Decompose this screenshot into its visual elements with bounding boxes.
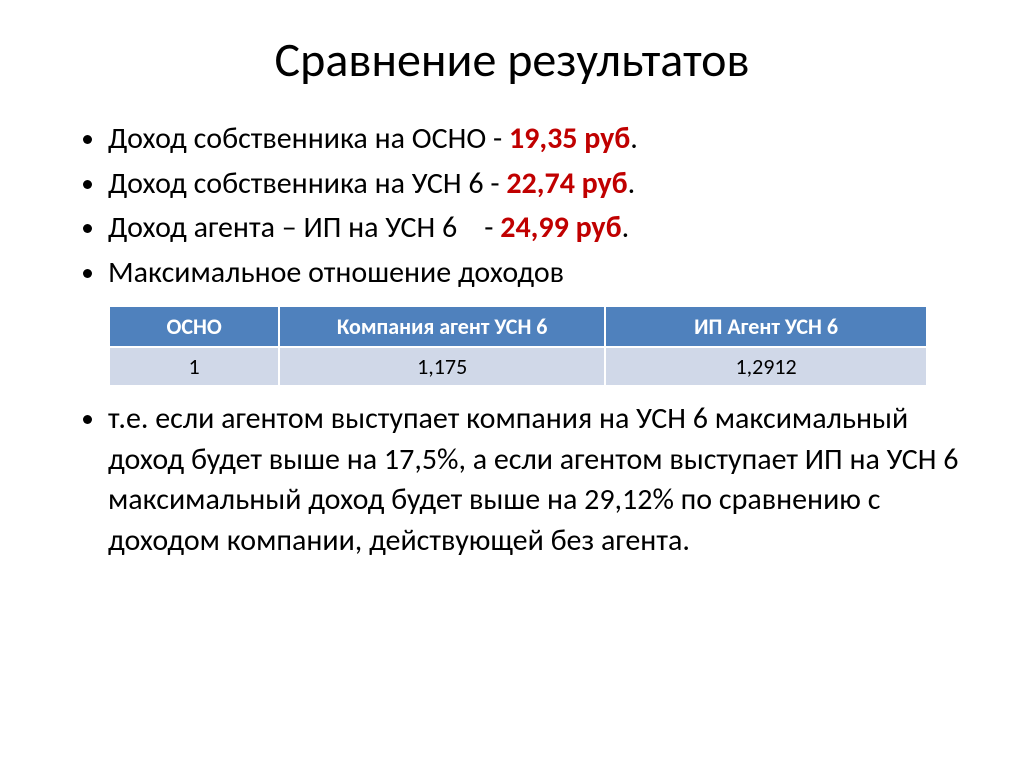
slide-title: Сравнение результатов — [60, 30, 964, 89]
bullet-suffix: . — [630, 120, 638, 157]
table-cell: 1,175 — [279, 347, 605, 386]
comparison-table-wrap: ОСНО Компания агент УСН 6 ИП Агент УСН 6… — [60, 297, 964, 395]
highlight-value: 22,74 руб — [506, 165, 627, 202]
bullet-suffix: . — [628, 165, 636, 202]
bullet-list: Доход собственника на ОСНО - 19,35 руб. … — [60, 119, 964, 293]
bullet-text: Максимальное отношение доходов — [108, 254, 564, 291]
highlight-value: 24,99 руб — [500, 209, 621, 246]
slide: Сравнение результатов Доход собственника… — [0, 0, 1024, 768]
table-row: 1 1,175 1,2912 — [109, 347, 927, 386]
table-cell: 1 — [109, 347, 279, 386]
list-item: Доход собственника на УСН 6 - 22,74 руб. — [108, 164, 964, 205]
comparison-table: ОСНО Компания агент УСН 6 ИП Агент УСН 6… — [108, 305, 928, 387]
bullet-text: Доход собственника на ОСНО - — [108, 120, 509, 157]
bullet-text: Доход агента – ИП на УСН 6 - — [108, 209, 500, 246]
table-cell: 1,2912 — [605, 347, 927, 386]
list-item: Максимальное отношение доходов — [108, 253, 964, 294]
table-header-row: ОСНО Компания агент УСН 6 ИП Агент УСН 6 — [109, 306, 927, 347]
list-item: т.е. если агентом выступает компания на … — [108, 399, 964, 561]
table-header-cell: ИП Агент УСН 6 — [605, 306, 927, 347]
bullet-list-2: т.е. если агентом выступает компания на … — [60, 399, 964, 561]
bullet-text: Доход собственника на УСН 6 - — [108, 165, 506, 202]
list-item: Доход собственника на ОСНО - 19,35 руб. — [108, 119, 964, 160]
table-header-cell: ОСНО — [109, 306, 279, 347]
list-item: Доход агента – ИП на УСН 6 - 24,99 руб. — [108, 208, 964, 249]
bullet-suffix: . — [622, 209, 630, 246]
bullet-text: т.е. если агентом выступает компания на … — [108, 400, 958, 559]
highlight-value: 19,35 руб — [509, 120, 630, 157]
table-header-cell: Компания агент УСН 6 — [279, 306, 605, 347]
